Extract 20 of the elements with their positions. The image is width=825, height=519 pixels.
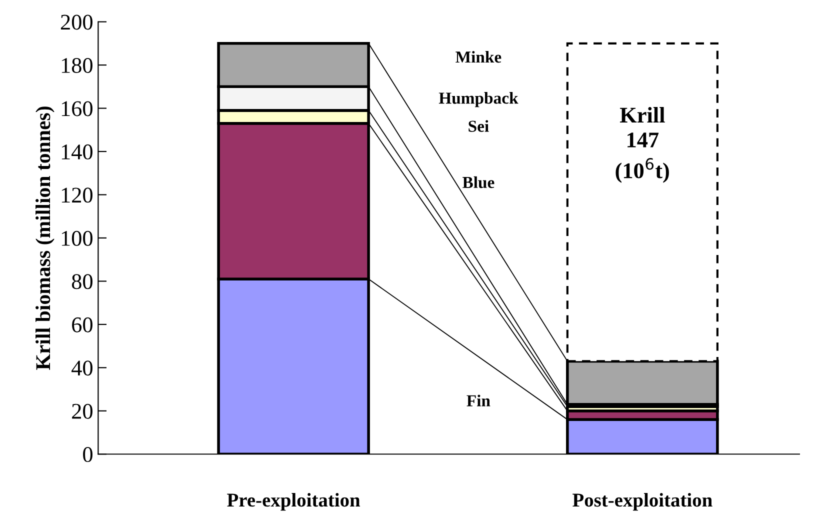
annotation: Sei [468,120,489,132]
y-axis-title: Krill biomass (million tonnes) [36,106,54,370]
y-tick-label: 160 [62,101,92,116]
x-tick-label: Post-exploitation [572,493,712,511]
y-tick-label: 0 [83,447,92,462]
y-tick-label: 80 [72,274,92,290]
y-tick-label: 40 [72,360,92,376]
x-tick-label: Pre-exploitation [227,493,360,511]
y-tick-label: 200 [60,14,92,30]
y-tick-label: 140 [62,144,92,160]
y-tick-label: 120 [62,188,92,203]
annotation: Blue [462,176,494,188]
annotation: Humpback [438,92,518,108]
annotation: Fin [466,394,490,406]
y-tick-label: 180 [62,58,92,73]
y-tick-label: 20 [72,404,92,419]
y-tick-label: 100 [62,230,92,246]
annotation: Minke [456,50,502,63]
y-tick-label: 60 [72,317,92,332]
annotation: Krill 147 (10$^{6}$t) [616,107,669,183]
